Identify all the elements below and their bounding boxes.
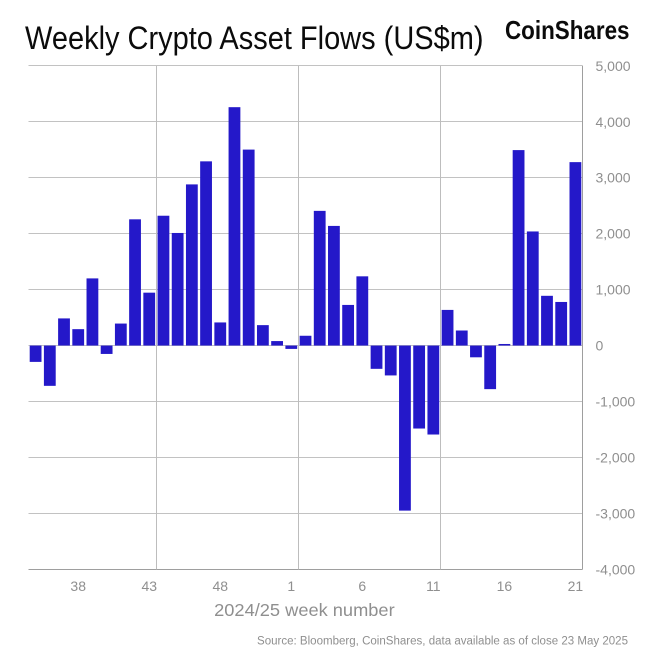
svg-text:-1,000: -1,000 <box>596 394 636 410</box>
svg-text:Weekly Crypto Asset Flows (US$: Weekly Crypto Asset Flows (US$m) <box>25 20 484 56</box>
svg-text:16: 16 <box>497 578 513 594</box>
svg-text:38: 38 <box>70 578 86 594</box>
svg-text:2024/25 week number: 2024/25 week number <box>214 600 395 620</box>
svg-text:1,000: 1,000 <box>596 282 631 298</box>
svg-text:-3,000: -3,000 <box>596 505 636 521</box>
svg-text:2,000: 2,000 <box>596 226 631 242</box>
svg-text:5,000: 5,000 <box>596 58 631 74</box>
svg-text:3,000: 3,000 <box>596 170 631 186</box>
svg-text:11: 11 <box>426 578 441 594</box>
svg-text:1: 1 <box>287 578 295 594</box>
svg-text:CoinShares: CoinShares <box>505 15 630 45</box>
svg-text:21: 21 <box>568 578 584 594</box>
svg-text:43: 43 <box>141 578 157 594</box>
svg-text:-4,000: -4,000 <box>596 561 636 577</box>
svg-text:6: 6 <box>358 578 366 594</box>
svg-text:48: 48 <box>212 578 228 594</box>
svg-text:Source: Bloomberg, CoinShares,: Source: Bloomberg, CoinShares, data avai… <box>257 636 628 648</box>
svg-text:4,000: 4,000 <box>596 114 631 130</box>
svg-text:-2,000: -2,000 <box>596 449 636 465</box>
svg-text:0: 0 <box>596 338 604 354</box>
